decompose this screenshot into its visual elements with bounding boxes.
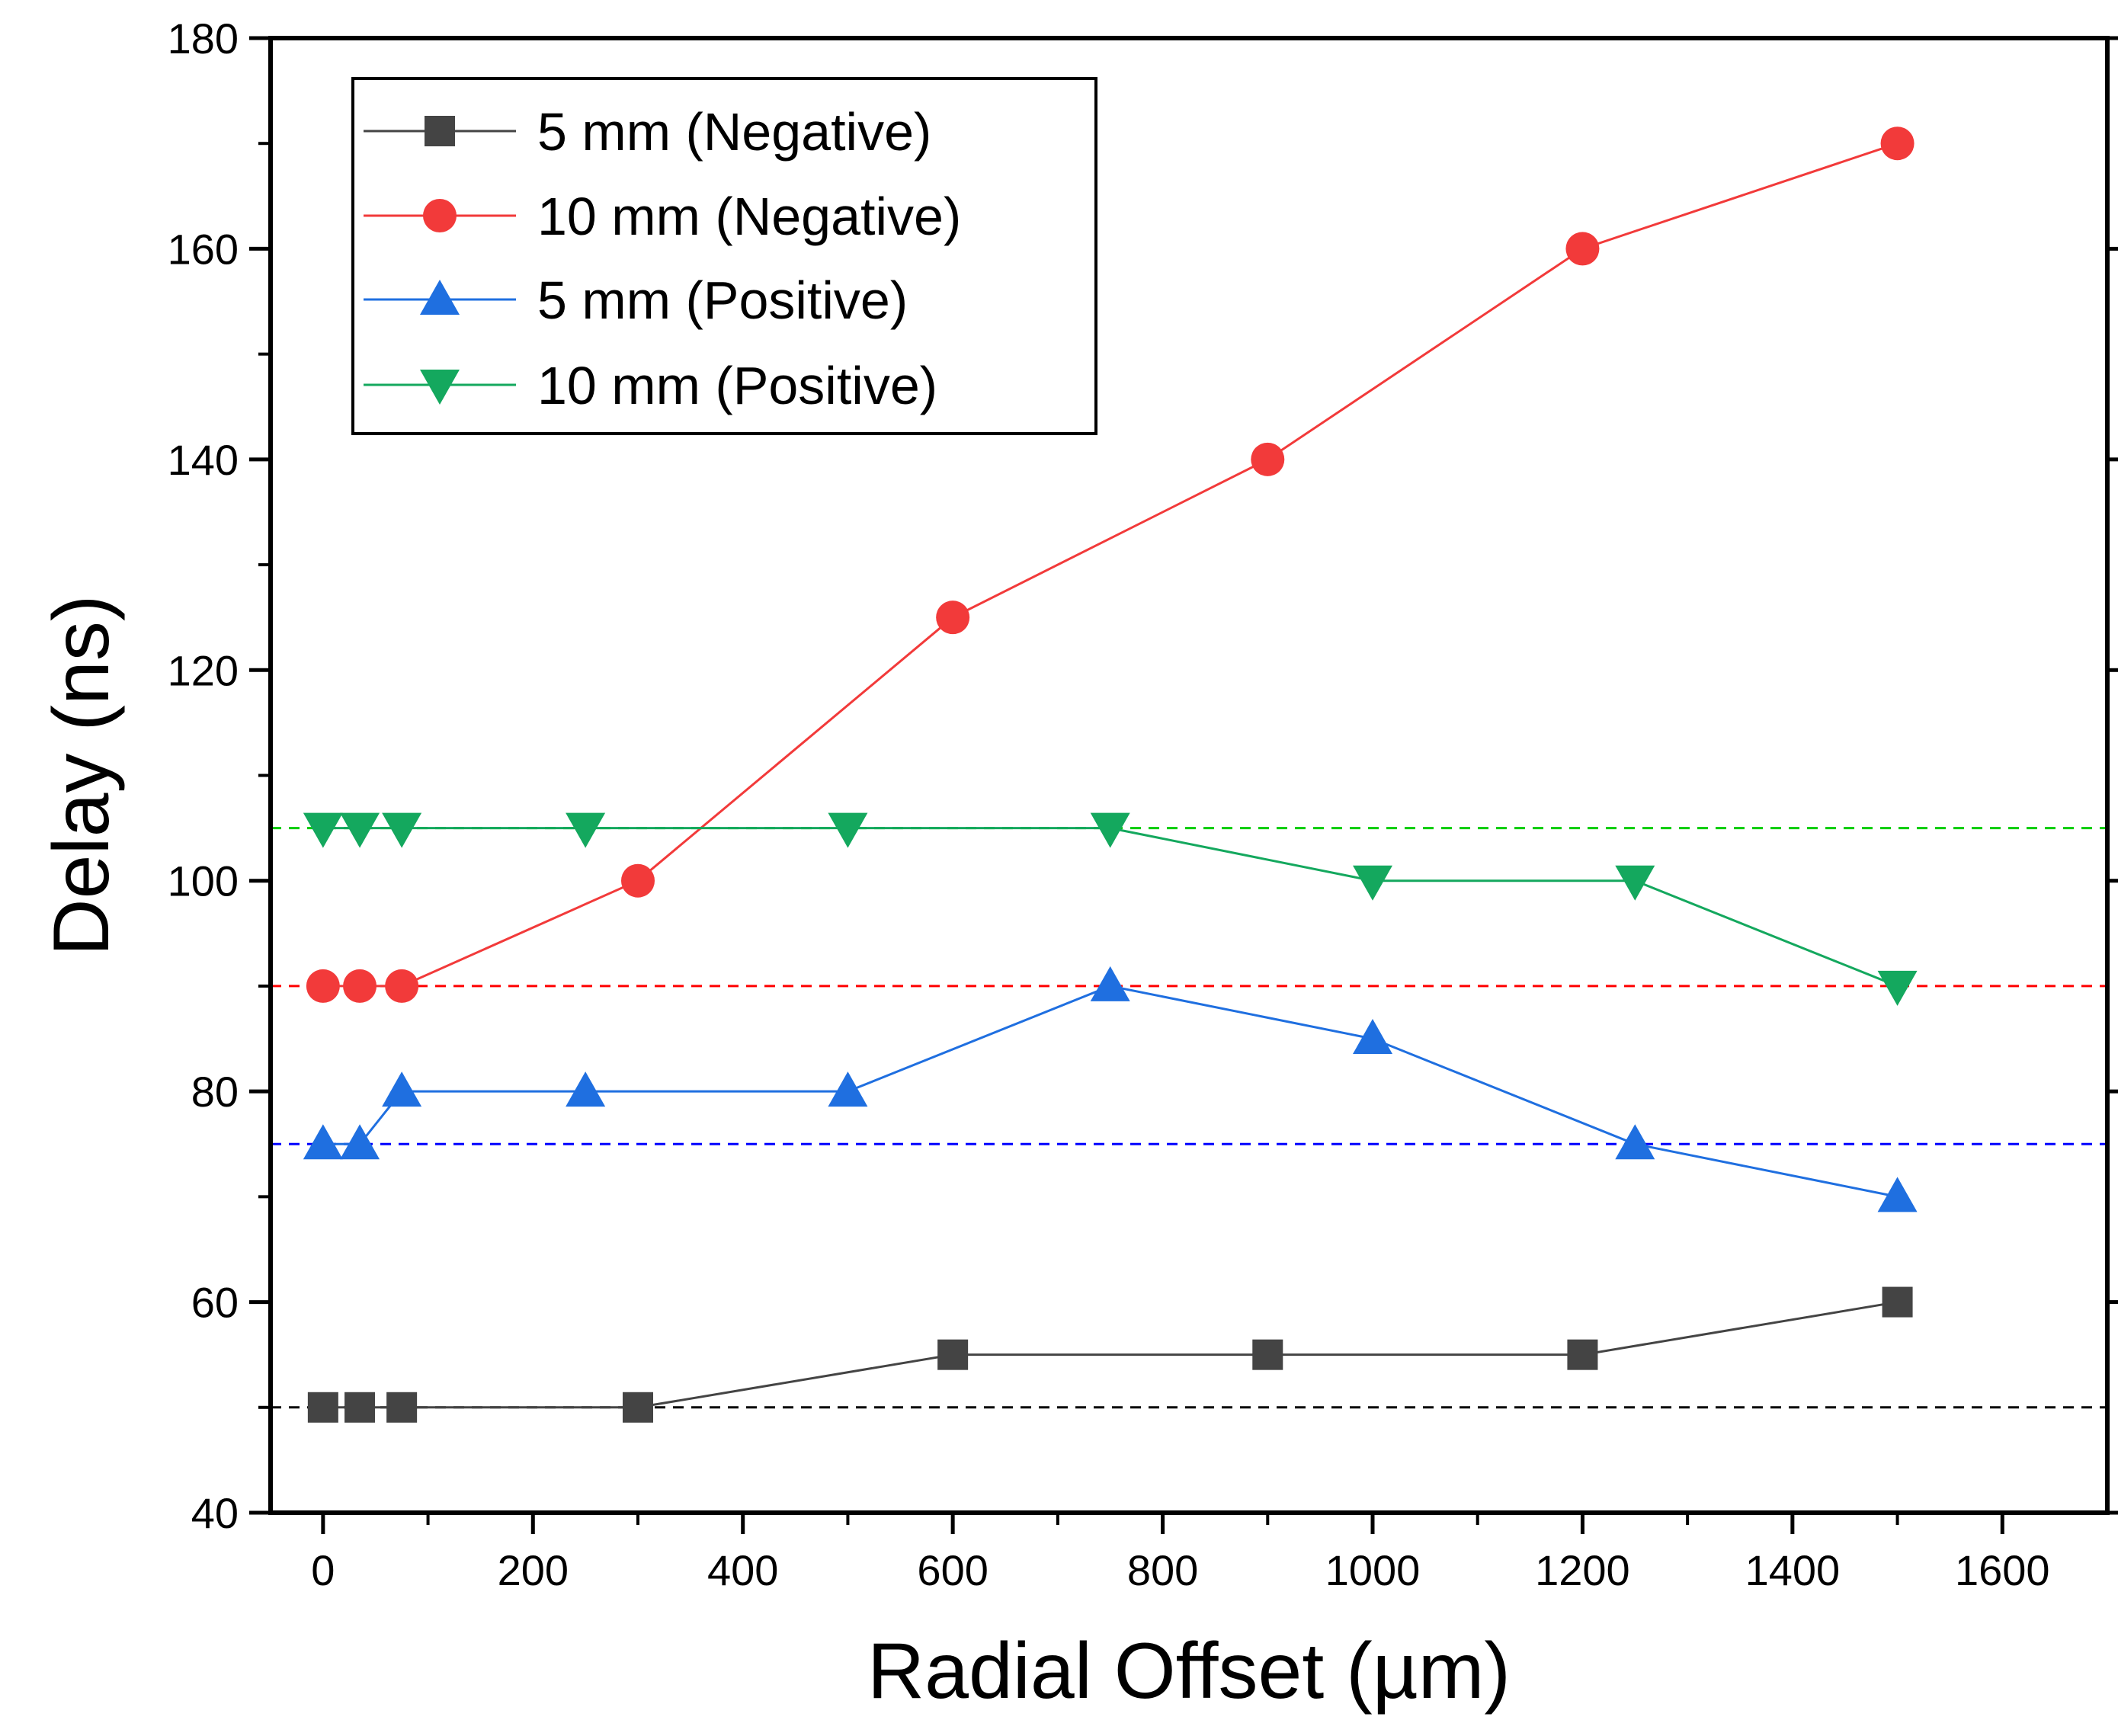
data-point bbox=[936, 601, 970, 635]
series-3 bbox=[303, 812, 1918, 1006]
x-axis-title: Radial Offset (µm) bbox=[867, 1627, 1511, 1715]
y-tick-label: 100 bbox=[168, 857, 239, 905]
data-point bbox=[828, 812, 868, 848]
data-point bbox=[1090, 966, 1130, 1001]
legend-label: 10 mm (Positive) bbox=[537, 356, 937, 415]
data-point bbox=[382, 1071, 422, 1107]
y-tick-label: 120 bbox=[168, 646, 239, 694]
data-point bbox=[566, 812, 606, 848]
data-point bbox=[1877, 1177, 1918, 1212]
data-point bbox=[343, 969, 377, 1003]
x-tick-label: 0 bbox=[311, 1546, 335, 1594]
y-tick-label: 140 bbox=[168, 436, 239, 484]
series-2 bbox=[303, 966, 1918, 1212]
data-point bbox=[1567, 1339, 1598, 1370]
legend-box bbox=[351, 77, 1097, 435]
x-tick-label: 800 bbox=[1127, 1546, 1198, 1594]
data-point bbox=[386, 1392, 418, 1423]
legend-item: 5 mm (Positive) bbox=[364, 271, 908, 330]
legend-marker bbox=[425, 116, 455, 146]
x-tick-label: 1000 bbox=[1325, 1546, 1421, 1594]
series-1 bbox=[306, 127, 1915, 1003]
series-layer bbox=[303, 127, 1918, 1423]
data-point bbox=[1353, 1019, 1392, 1055]
legend-item: 5 mm (Negative) bbox=[364, 102, 931, 162]
data-point bbox=[340, 812, 380, 848]
legend-marker bbox=[420, 370, 460, 405]
data-point bbox=[1882, 1286, 1913, 1318]
legend: 5 mm (Negative) 10 mm (Negative) 5 mm (Pos… bbox=[351, 77, 1097, 435]
data-point bbox=[1090, 812, 1130, 848]
data-point bbox=[1251, 442, 1285, 476]
data-point bbox=[306, 969, 340, 1003]
legend-marker bbox=[423, 199, 457, 232]
data-point bbox=[344, 1392, 376, 1423]
data-point bbox=[303, 812, 343, 848]
data-point bbox=[1353, 865, 1392, 901]
data-point bbox=[307, 1392, 338, 1423]
series-0 bbox=[307, 1286, 1913, 1423]
data-point bbox=[340, 1124, 380, 1160]
y-tick-label: 180 bbox=[168, 14, 239, 62]
data-point bbox=[1877, 970, 1918, 1006]
data-point bbox=[1880, 127, 1915, 161]
series-line-3 bbox=[322, 827, 1899, 988]
data-point bbox=[828, 1071, 868, 1107]
data-point bbox=[937, 1339, 969, 1370]
reference-lines bbox=[271, 827, 2107, 1409]
axes: 0 200 400 600 800 1000 1200 1400 1600 40 60 80 100 12… bbox=[168, 14, 2118, 1594]
x-tick-label: 600 bbox=[917, 1546, 988, 1594]
y-tick-label: 60 bbox=[191, 1279, 239, 1327]
data-point bbox=[1252, 1339, 1283, 1370]
legend-item: 10 mm (Positive) bbox=[364, 356, 937, 415]
data-point bbox=[621, 863, 655, 898]
y-tick-label: 40 bbox=[191, 1489, 239, 1537]
data-point bbox=[1615, 865, 1655, 901]
data-point bbox=[1565, 232, 1600, 266]
data-point bbox=[623, 1392, 653, 1423]
series-line-0 bbox=[322, 1301, 1898, 1409]
legend-label: 5 mm (Positive) bbox=[537, 271, 908, 330]
legend-label: 5 mm (Negative) bbox=[537, 102, 931, 162]
y-tick-label: 80 bbox=[191, 1068, 239, 1116]
legend-marker bbox=[420, 280, 460, 315]
x-tick-label: 200 bbox=[498, 1546, 569, 1594]
x-tick-label: 400 bbox=[707, 1546, 778, 1594]
x-tick-label: 1600 bbox=[1955, 1546, 2050, 1594]
series-line-2 bbox=[322, 985, 1898, 1198]
legend-label: 10 mm (Negative) bbox=[537, 187, 961, 246]
x-tick-label: 1400 bbox=[1745, 1546, 1841, 1594]
data-point bbox=[566, 1071, 606, 1107]
data-point bbox=[1615, 1124, 1655, 1160]
y-tick-label: 160 bbox=[168, 225, 239, 273]
data-point bbox=[382, 812, 422, 848]
x-tick-label: 1200 bbox=[1535, 1546, 1630, 1594]
data-point bbox=[385, 969, 419, 1003]
legend-item: 10 mm (Negative) bbox=[364, 187, 961, 246]
y-axis-title: Delay (ns) bbox=[37, 595, 126, 956]
data-point bbox=[303, 1124, 343, 1160]
